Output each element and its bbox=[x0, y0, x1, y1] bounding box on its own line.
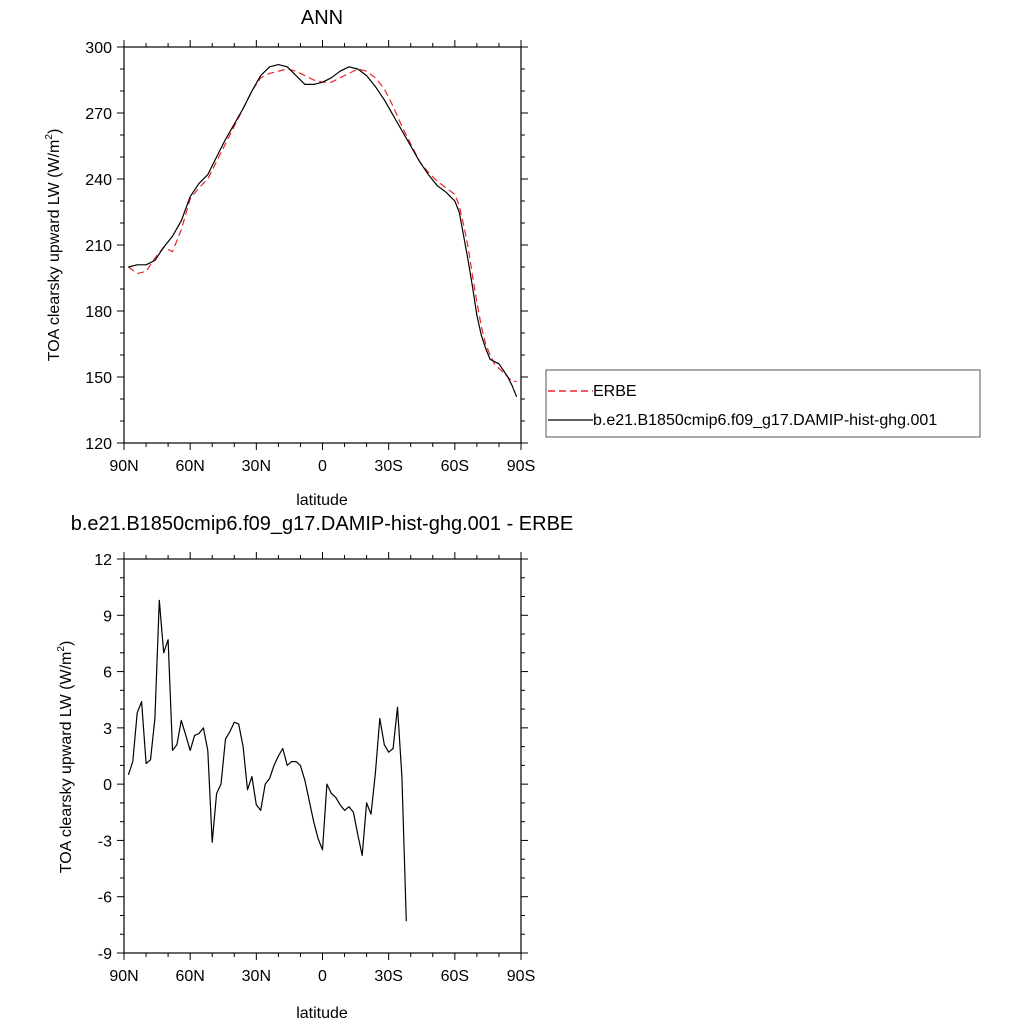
legend-label-erbe: ERBE bbox=[593, 383, 637, 400]
x-tick-label: 90N bbox=[109, 458, 138, 475]
y-tick-label: -3 bbox=[98, 833, 112, 850]
y-tick-label: 270 bbox=[85, 106, 112, 123]
x-tick-label: 30N bbox=[242, 458, 271, 475]
y-axis-label-main: TOA clearsky upward LW (W/m bbox=[58, 652, 75, 874]
x-axis-label: latitude bbox=[296, 492, 348, 509]
difference-panel: b.e21.B1850cmip6.f09_g17.DAMIP-hist-ghg.… bbox=[56, 513, 573, 1022]
x-tick-label: 90S bbox=[507, 968, 535, 985]
y-axis-ticks: 120 150 180 210 240 270 300 bbox=[85, 40, 528, 453]
y-axis-ticks: -9 -6 -3 0 3 6 9 12 bbox=[94, 552, 528, 963]
y-axis-label-sup: 2 bbox=[56, 646, 67, 652]
y-axis-label: TOA clearsky upward LW (W/m2) bbox=[44, 129, 63, 362]
y-tick-label: -6 bbox=[98, 890, 112, 907]
plot-frame bbox=[123, 46, 522, 444]
x-tick-label: 30S bbox=[374, 458, 402, 475]
y-tick-label: 180 bbox=[85, 304, 112, 321]
y-axis-label-sup: 2 bbox=[44, 134, 55, 140]
x-tick-label: 30S bbox=[374, 968, 402, 985]
y-tick-label: 210 bbox=[85, 238, 112, 255]
series-lines bbox=[127, 599, 407, 922]
series-lines bbox=[128, 63, 518, 398]
chart-title: b.e21.B1850cmip6.f09_g17.DAMIP-hist-ghg.… bbox=[71, 513, 574, 535]
x-tick-label: 90S bbox=[507, 458, 535, 475]
y-axis-label-main: TOA clearsky upward LW (W/m bbox=[46, 140, 63, 362]
y-tick-label: 6 bbox=[103, 665, 112, 682]
y-tick-label: 150 bbox=[85, 370, 112, 387]
x-axis-label: latitude bbox=[296, 1005, 348, 1022]
y-tick-label: 120 bbox=[85, 436, 112, 453]
y-axis-label-close: ) bbox=[46, 129, 63, 134]
y-axis-label: TOA clearsky upward LW (W/m2) bbox=[56, 641, 75, 874]
series-line-0 bbox=[128, 68, 517, 382]
legend-label-model: b.e21.B1850cmip6.f09_g17.DAMIP-hist-ghg.… bbox=[593, 412, 937, 429]
y-tick-label: 300 bbox=[85, 40, 112, 57]
y-tick-label: 9 bbox=[103, 608, 112, 625]
y-tick-label: 3 bbox=[103, 721, 112, 738]
legend-box bbox=[545, 369, 981, 438]
plot-frame bbox=[123, 558, 522, 954]
x-tick-label: 30N bbox=[242, 968, 271, 985]
x-axis-ticks: 90N 60N 30N 0 30S 60S 90S bbox=[109, 40, 535, 475]
legend: ERBE b.e21.B1850cmip6.f09_g17.DAMIP-hist… bbox=[545, 369, 981, 438]
x-axis-ticks: 90N 60N 30N 0 30S 60S 90S bbox=[109, 552, 535, 985]
x-tick-label: 60S bbox=[441, 968, 469, 985]
x-tick-label: 90N bbox=[109, 968, 138, 985]
y-axis-label-close: ) bbox=[58, 641, 75, 646]
x-tick-label: 60N bbox=[175, 458, 204, 475]
y-tick-label: -9 bbox=[98, 946, 112, 963]
series-line-0 bbox=[127, 599, 407, 922]
chart-title: ANN bbox=[301, 7, 343, 29]
y-tick-label: 12 bbox=[94, 552, 112, 569]
y-tick-label: 0 bbox=[103, 777, 112, 794]
y-tick-label: 240 bbox=[85, 172, 112, 189]
zonal-mean-panel: ANN 120 150 180 210 240 270 300 90N 60N 30N 0 30S 6… bbox=[44, 7, 981, 509]
series-line-1 bbox=[128, 63, 518, 398]
x-tick-label: 0 bbox=[318, 458, 327, 475]
x-tick-label: 60N bbox=[175, 968, 204, 985]
x-tick-label: 60S bbox=[441, 458, 469, 475]
x-tick-label: 0 bbox=[318, 968, 327, 985]
